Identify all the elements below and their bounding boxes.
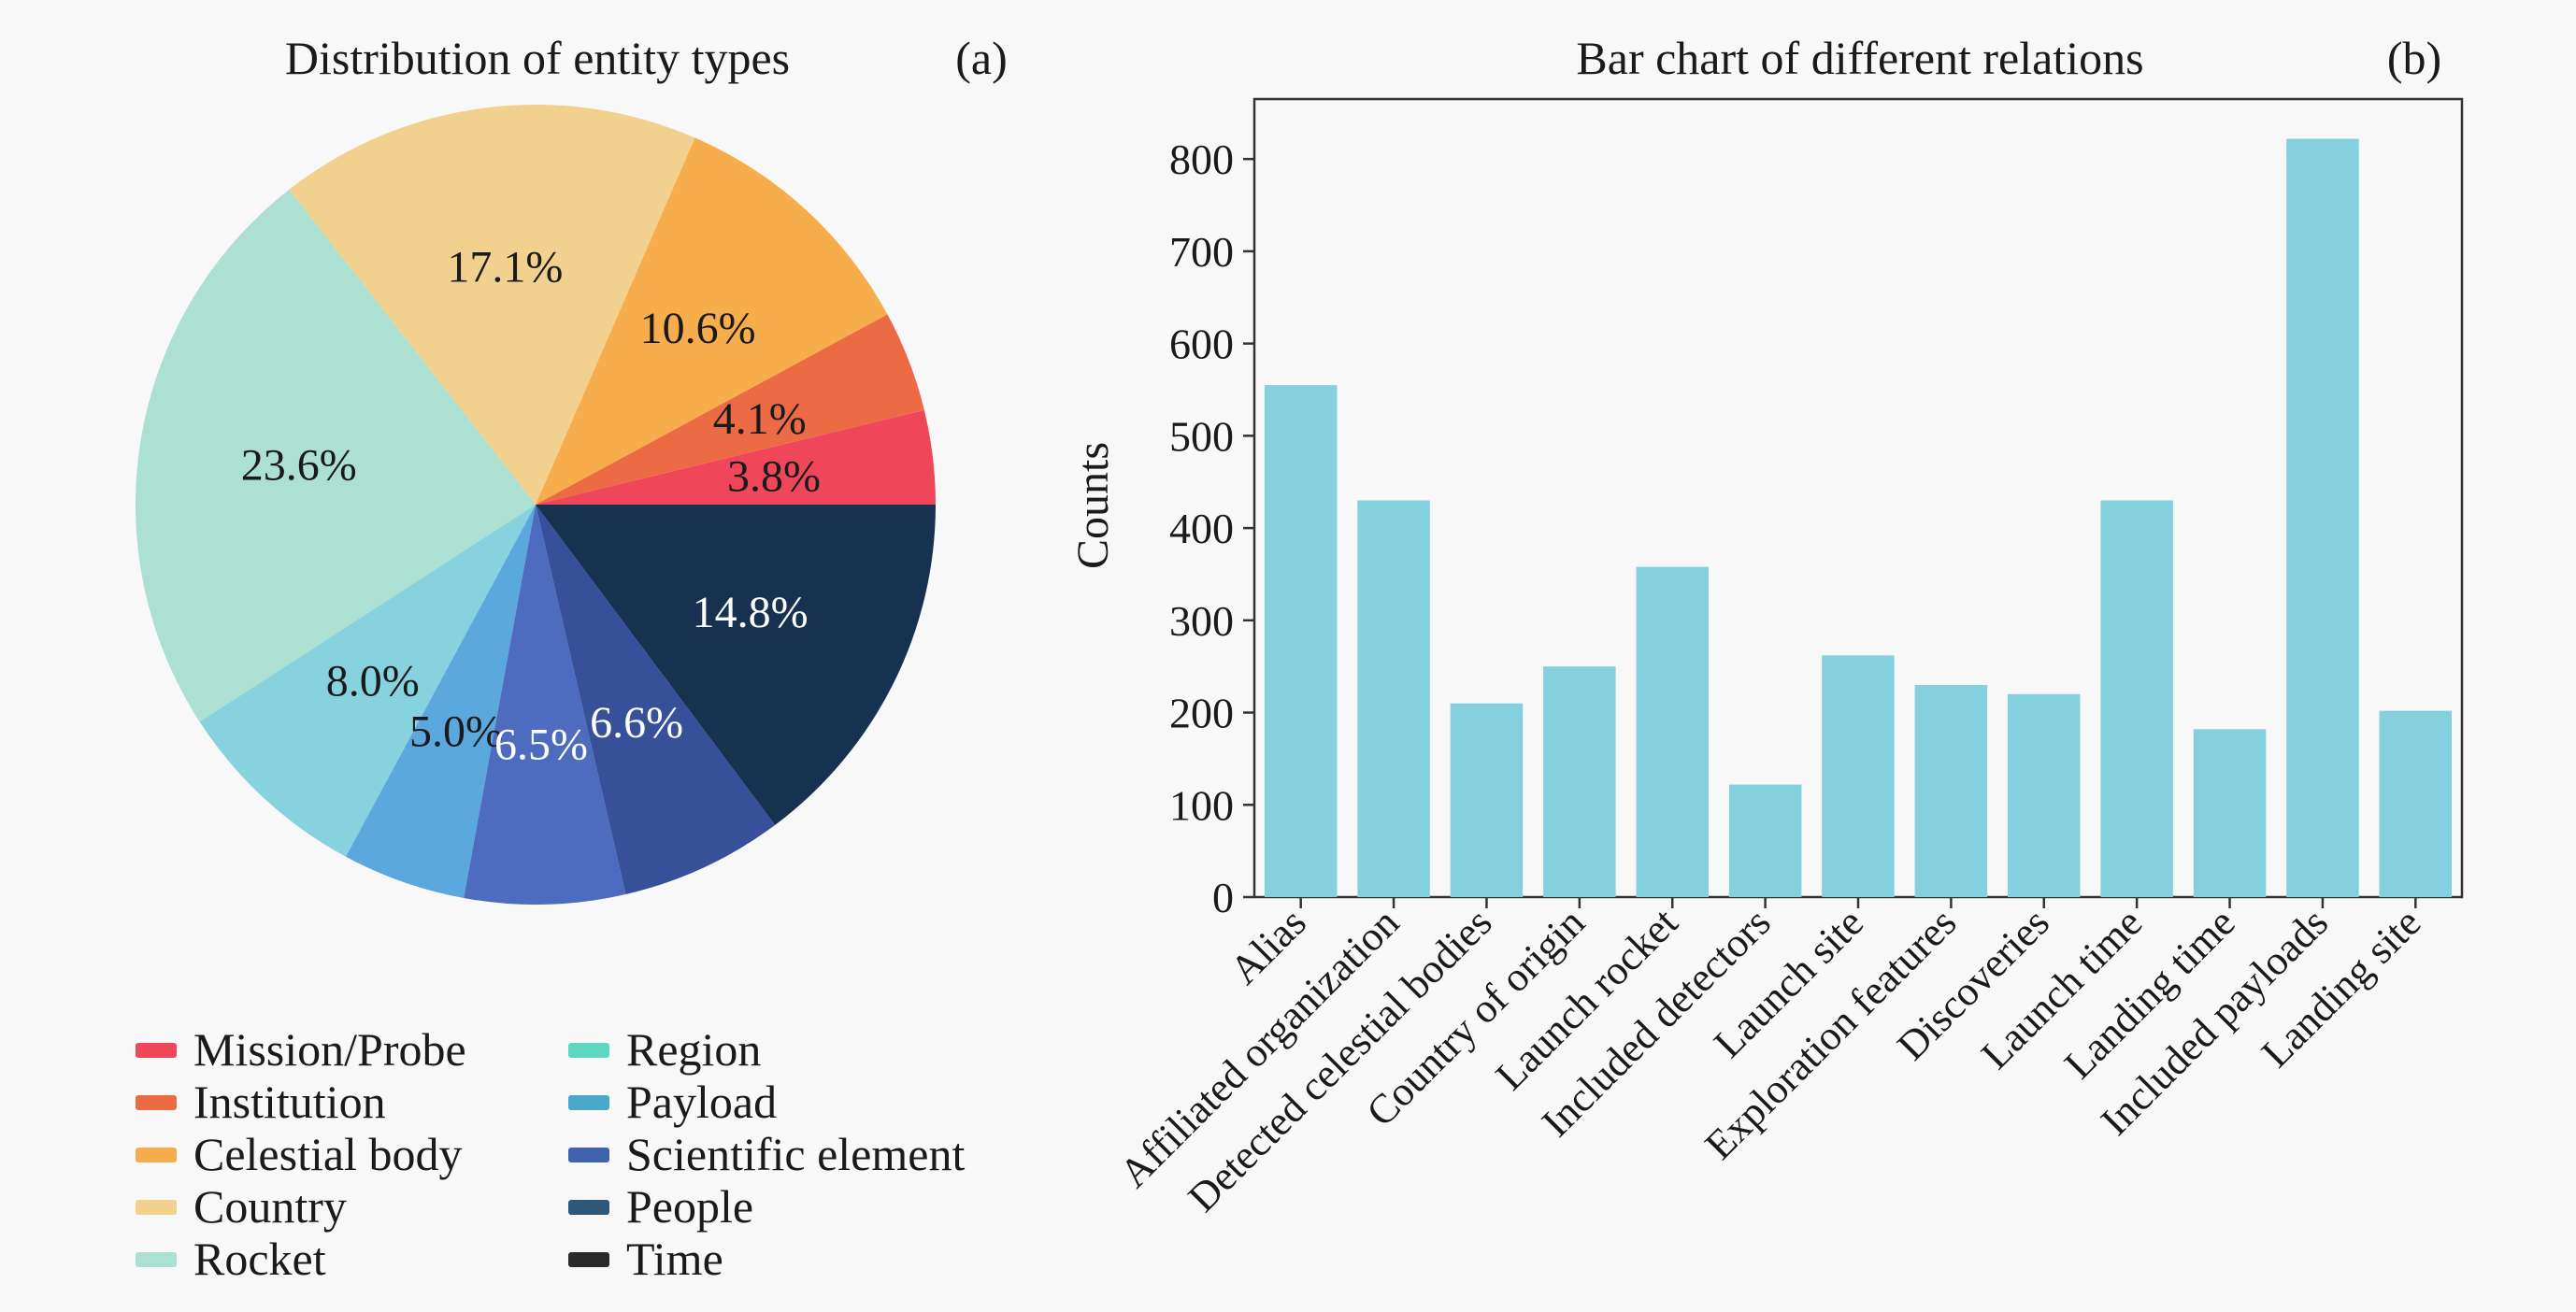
legend-label-scientific-element: Scientific element xyxy=(626,1128,965,1180)
legend-swatch-country xyxy=(136,1200,177,1215)
legend-swatch-celestial-body xyxy=(136,1148,177,1162)
bar-launch-time xyxy=(2100,500,2173,897)
bar-launch-rocket xyxy=(1636,566,1709,897)
pie-slices xyxy=(136,105,936,906)
y-tick-label-700: 700 xyxy=(1169,228,1234,276)
legend-label-country: Country xyxy=(193,1180,347,1233)
bar-discoveries xyxy=(2008,693,2081,897)
bar-exploration-features xyxy=(1914,684,1988,897)
bar-detected-celestial-bodies xyxy=(1450,703,1524,897)
bar-launch-site xyxy=(1822,655,1895,897)
pie-slice-scientific-element xyxy=(464,505,626,906)
bar-alias xyxy=(1264,385,1338,898)
bar-landing-time xyxy=(2193,729,2267,897)
legend-label-institution: Institution xyxy=(193,1076,386,1128)
bar-title: Bar chart of different relations xyxy=(1576,32,2143,84)
bar-affiliated-organization xyxy=(1357,500,1430,897)
legend-swatch-institution xyxy=(136,1095,177,1110)
pie-labels: 3.8% 4.1% 10.6% 17.1% 23.6% 8.0%5.0%6.5% 6.6% 1… xyxy=(241,242,821,769)
y-tick-label-600: 600 xyxy=(1169,321,1234,368)
pie-slice-country xyxy=(289,105,695,506)
pie-label-payload: 5.0% xyxy=(409,706,503,756)
y-tick-label-300: 300 xyxy=(1169,597,1234,645)
pie-label-scientific-element: 6.5% xyxy=(494,720,588,770)
pie-slice-region xyxy=(199,505,537,857)
pie-title: Distribution of entity types xyxy=(285,32,790,84)
legend-swatch-scientific-element xyxy=(568,1148,609,1162)
pie-slice-people xyxy=(536,505,776,894)
legend-label-rocket: Rocket xyxy=(193,1233,326,1285)
legend-label-region: Region xyxy=(626,1023,761,1076)
bar-panel: Bar chart of different relations (b) Cou… xyxy=(1068,32,2464,1220)
bar-bars xyxy=(1264,138,2452,898)
pie-label-celestial-body: 10.6% xyxy=(640,304,756,353)
pie-panel-label: (a) xyxy=(955,32,1008,84)
bar-included-detectors xyxy=(1728,784,1802,897)
y-tick-label-100: 100 xyxy=(1169,781,1234,829)
pie-slice-payload xyxy=(345,505,536,899)
pie-slice-mission-probe xyxy=(536,409,936,505)
y-tick-label-400: 400 xyxy=(1169,505,1234,552)
pie-label-people: 6.6% xyxy=(590,698,683,748)
bar-country-of-origin xyxy=(1543,666,1616,897)
bar-panel-label: (b) xyxy=(2387,32,2441,84)
bar-included-payloads xyxy=(2286,138,2359,897)
y-tick-label-200: 200 xyxy=(1169,690,1234,737)
legend-swatch-time xyxy=(568,1252,609,1267)
bar-y-axis-label: Counts xyxy=(1068,442,1118,569)
pie-label-institution: 4.1% xyxy=(713,394,807,444)
legend-label-people: People xyxy=(626,1180,753,1233)
pie-slice-institution xyxy=(536,314,924,505)
pie-panel: Distribution of entity types (a) 3.8% 4.1… xyxy=(136,32,1008,1285)
bar-landing-site xyxy=(2379,710,2452,897)
legend-swatch-rocket xyxy=(136,1252,177,1267)
y-tick-label-0: 0 xyxy=(1212,874,1234,921)
pie-label-country: 17.1% xyxy=(447,242,563,292)
legend-label-time: Time xyxy=(626,1233,723,1285)
legend-label-mission-probe: Mission/Probe xyxy=(193,1023,466,1076)
y-tick-label-500: 500 xyxy=(1169,412,1234,460)
legend-swatch-mission-probe xyxy=(136,1043,177,1058)
legend-label-celestial-body: Celestial body xyxy=(193,1128,462,1180)
legend-label-payload: Payload xyxy=(626,1076,777,1128)
legend-swatch-people xyxy=(568,1200,609,1215)
pie-slice-rocket xyxy=(136,189,536,722)
pie-label-region: 8.0% xyxy=(326,657,420,706)
pie-label-time: 14.8% xyxy=(693,588,809,637)
pie-slice-time xyxy=(536,505,936,825)
bar-y-ticks: 0 100 200 300 400 500 600 700 800 xyxy=(1169,135,1254,921)
pie-slice-celestial-body xyxy=(536,137,888,505)
legend-swatch-region xyxy=(568,1043,609,1058)
legend-swatch-payload xyxy=(568,1095,609,1110)
pie-label-mission-probe: 3.8% xyxy=(727,451,821,501)
pie-label-rocket: 23.6% xyxy=(241,441,357,491)
y-tick-label-800: 800 xyxy=(1169,135,1234,183)
